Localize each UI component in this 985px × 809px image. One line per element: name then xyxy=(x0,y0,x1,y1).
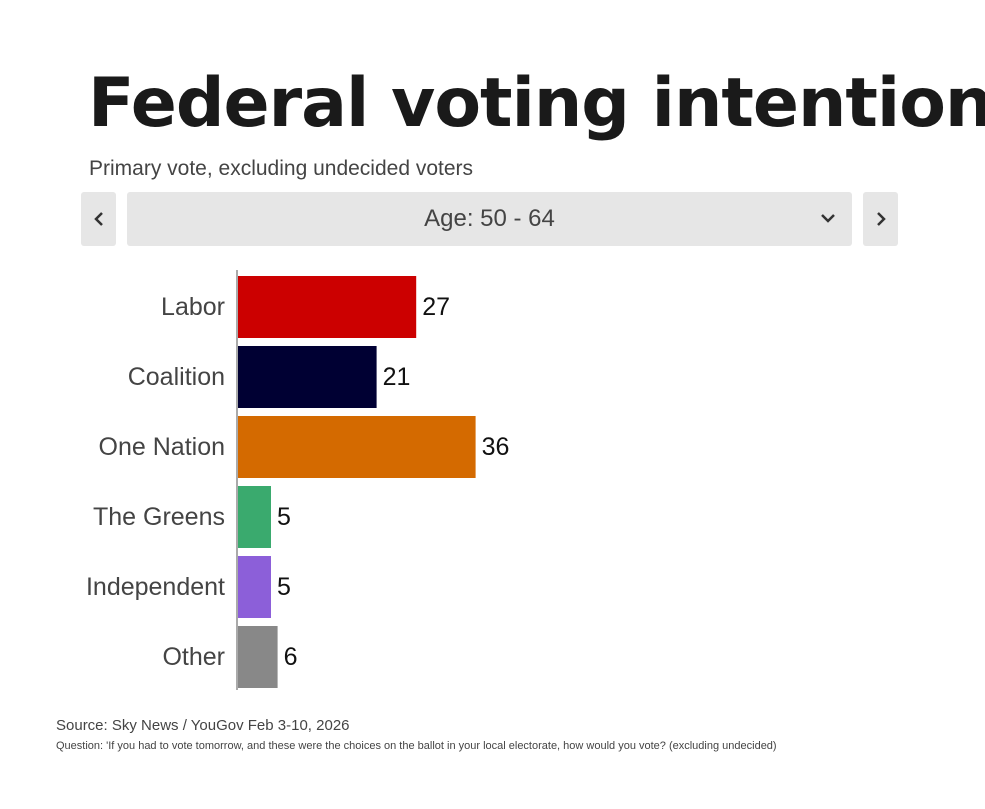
chevron-right-icon xyxy=(876,212,886,226)
value-label: 36 xyxy=(482,433,510,461)
chevron-down-icon xyxy=(821,214,835,223)
bar[interactable] xyxy=(238,416,476,478)
chart-title: Federal voting intention xyxy=(88,64,985,143)
bar[interactable] xyxy=(238,626,278,688)
category-label: Coalition xyxy=(128,363,225,391)
value-label: 27 xyxy=(422,293,450,321)
bar[interactable] xyxy=(238,346,377,408)
value-label: 5 xyxy=(277,503,291,531)
category-label: One Nation xyxy=(99,433,225,461)
source-note: Source: Sky News / YouGov Feb 3-10, 2026 xyxy=(56,717,350,734)
category-label: Independent xyxy=(86,573,225,601)
previous-button[interactable] xyxy=(81,192,116,246)
value-label: 6 xyxy=(284,643,298,671)
chevron-left-icon xyxy=(93,212,103,226)
value-label: 5 xyxy=(277,573,291,601)
bar[interactable] xyxy=(238,486,271,548)
category-label: Other xyxy=(162,643,225,671)
bar[interactable] xyxy=(238,276,417,338)
next-button[interactable] xyxy=(863,192,898,246)
chart-subtitle: Primary vote, excluding undecided voters xyxy=(89,157,474,180)
category-label: The Greens xyxy=(93,503,225,531)
bar[interactable] xyxy=(238,556,271,618)
question-note: Question: 'If you had to vote tomorrow, … xyxy=(56,740,777,752)
dropdown-selected-value: Age: 50 - 64 xyxy=(424,205,555,232)
value-label: 21 xyxy=(383,363,411,391)
category-label: Labor xyxy=(161,293,225,321)
age-group-dropdown[interactable]: Age: 50 - 64 xyxy=(127,192,852,246)
